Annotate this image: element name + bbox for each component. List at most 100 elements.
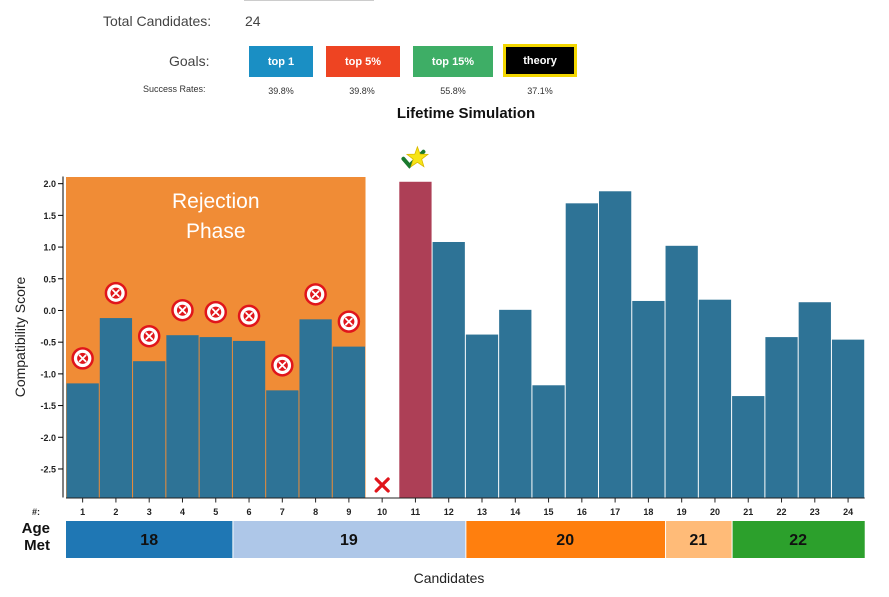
rejected-marker-icon (104, 281, 128, 305)
x-tick-label: 15 (544, 507, 554, 517)
rate-top5: 39.8% (349, 86, 375, 96)
selected-star-icon (401, 145, 430, 169)
x-tick-label: 8 (313, 507, 318, 517)
y-tick-label: -1.0 (40, 369, 56, 379)
x-tick-label: 16 (577, 507, 587, 517)
x-tick-label: 13 (477, 507, 487, 517)
age-group-label: 22 (789, 532, 807, 549)
bar-candidate-7[interactable] (266, 390, 299, 498)
age-group-label: 20 (556, 532, 574, 549)
y-tick-label: 0.0 (43, 306, 56, 316)
x-tick-label: 2 (113, 507, 118, 517)
x-tick-label: 20 (710, 507, 720, 517)
bar-candidate-24[interactable] (831, 339, 865, 498)
age-group-21 (666, 521, 732, 558)
x-tick-label: 23 (810, 507, 820, 517)
y-tick-label: 2.0 (43, 179, 56, 189)
x-tick-label: 5 (213, 507, 218, 517)
top-divider (244, 0, 374, 1)
total-candidates-value: 24 (245, 13, 261, 29)
y-tick-label: 1.0 (43, 243, 56, 253)
rejected-marker-icon (71, 347, 94, 370)
x-tick-label: 22 (777, 507, 787, 517)
y-tick-label: -1.5 (40, 401, 56, 411)
age-group-20 (466, 521, 666, 558)
x-tick-label: 9 (346, 507, 351, 517)
x-tick-label: 7 (280, 507, 285, 517)
age-group-18 (66, 521, 233, 558)
y-tick-label: 0.5 (43, 274, 56, 284)
x-tick-label: 12 (444, 507, 454, 517)
x-tick-label: 4 (180, 507, 185, 517)
x-tick-label: 3 (147, 507, 152, 517)
bar-candidate-14[interactable] (499, 309, 532, 498)
rejected-marker-icon (137, 324, 161, 348)
bar-candidate-23[interactable] (798, 302, 831, 498)
y-tick-label: -2.5 (40, 464, 56, 474)
age-group-label: 21 (689, 532, 707, 549)
age-group-19 (233, 521, 466, 558)
bar-candidate-9[interactable] (332, 346, 366, 498)
rate-top1: 39.8% (268, 86, 294, 96)
bar-candidate-17[interactable] (598, 191, 632, 498)
bar-candidate-20[interactable] (698, 299, 732, 498)
goal-button-theory[interactable]: theory (503, 44, 577, 77)
x-tick-label: 17 (610, 507, 620, 517)
y-axis-title: Compatibility Score (12, 276, 28, 397)
bar-candidate-11[interactable] (399, 181, 432, 498)
rate-theory: 37.1% (527, 86, 553, 96)
bar-candidate-13[interactable] (465, 334, 499, 498)
age-group-22 (732, 521, 865, 558)
x-tick-label: 21 (743, 507, 753, 517)
y-tick-label: -2.0 (40, 433, 56, 443)
x-tick-label: 6 (247, 507, 252, 517)
success-rates-label: Success Rates: (143, 84, 206, 94)
rejection-phase-label: Rejection (172, 190, 260, 213)
x-tick-label: 24 (843, 507, 853, 517)
bar-candidate-3[interactable] (133, 361, 166, 498)
x-tick-label: 19 (677, 507, 687, 517)
bar-candidate-8[interactable] (299, 319, 332, 498)
rejected-marker-icon (304, 283, 327, 306)
rejected-marker-icon (237, 304, 261, 328)
goal-button-top15[interactable]: top 15% (413, 46, 493, 77)
y-tick-label: -0.5 (40, 338, 56, 348)
bar-candidate-16[interactable] (565, 203, 598, 498)
bar-candidate-6[interactable] (232, 340, 266, 498)
bar-candidate-22[interactable] (765, 337, 798, 498)
index-row-label: #: (32, 507, 40, 517)
rejected-marker-icon (204, 300, 228, 324)
x-tick-label: 18 (643, 507, 653, 517)
bar-candidate-1[interactable] (66, 383, 99, 498)
goal-button-top1[interactable]: top 1 (249, 46, 313, 77)
bar-candidate-4[interactable] (166, 335, 199, 498)
rejected-marker-icon (271, 354, 294, 377)
bar-candidate-15[interactable] (532, 385, 565, 498)
goal-button-top5[interactable]: top 5% (326, 46, 400, 77)
x-tick-label: 1 (80, 507, 85, 517)
total-candidates-label: Total Candidates: (103, 13, 212, 29)
rejection-phase-label: Phase (186, 220, 246, 243)
bar-candidate-19[interactable] (665, 245, 698, 498)
rejected-marker-icon (337, 310, 361, 333)
skipped-x-icon (374, 477, 390, 493)
rejected-marker-icon (171, 298, 194, 322)
age-group-label: 18 (140, 532, 158, 549)
bar-candidate-21[interactable] (732, 396, 765, 498)
x-tick-label: 11 (411, 507, 421, 517)
bar-candidate-12[interactable] (432, 241, 465, 498)
age-met-label: Age (22, 520, 50, 537)
chart-title: Lifetime Simulation (397, 105, 535, 122)
age-group-label: 19 (340, 532, 358, 549)
x-tick-label: 10 (377, 507, 387, 517)
y-tick-label: 1.5 (43, 211, 56, 221)
rate-top15: 55.8% (440, 86, 466, 96)
age-met-label: Met (24, 537, 50, 554)
x-tick-label: 14 (510, 507, 520, 517)
bar-candidate-2[interactable] (99, 318, 133, 498)
goals-label: Goals: (169, 53, 210, 69)
bar-candidate-18[interactable] (632, 300, 665, 498)
x-axis-title: Candidates (414, 570, 485, 586)
bar-candidate-5[interactable] (199, 337, 232, 498)
